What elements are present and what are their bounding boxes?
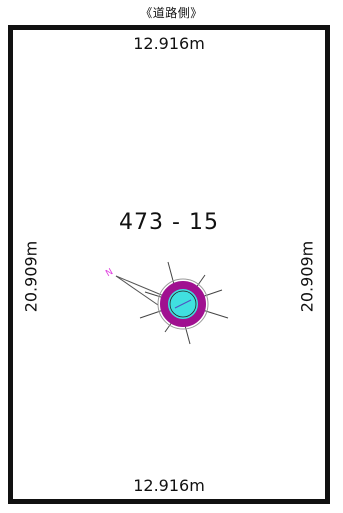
compass-inner-circle xyxy=(169,290,197,318)
compass-outer-circle xyxy=(157,278,209,330)
lot-number: 473 - 15 xyxy=(119,210,219,235)
plot-boundary: 12.916m 20.909m 20.909m 473 - 15 12.916m xyxy=(8,25,330,504)
top-dimension: 12.916m xyxy=(133,34,205,53)
bottom-dimension: 12.916m xyxy=(133,476,205,495)
north-marker: N xyxy=(104,267,115,279)
road-side-label: 《道路側》 xyxy=(140,6,203,20)
north-pointer xyxy=(115,275,165,306)
compass-needle xyxy=(174,299,192,309)
